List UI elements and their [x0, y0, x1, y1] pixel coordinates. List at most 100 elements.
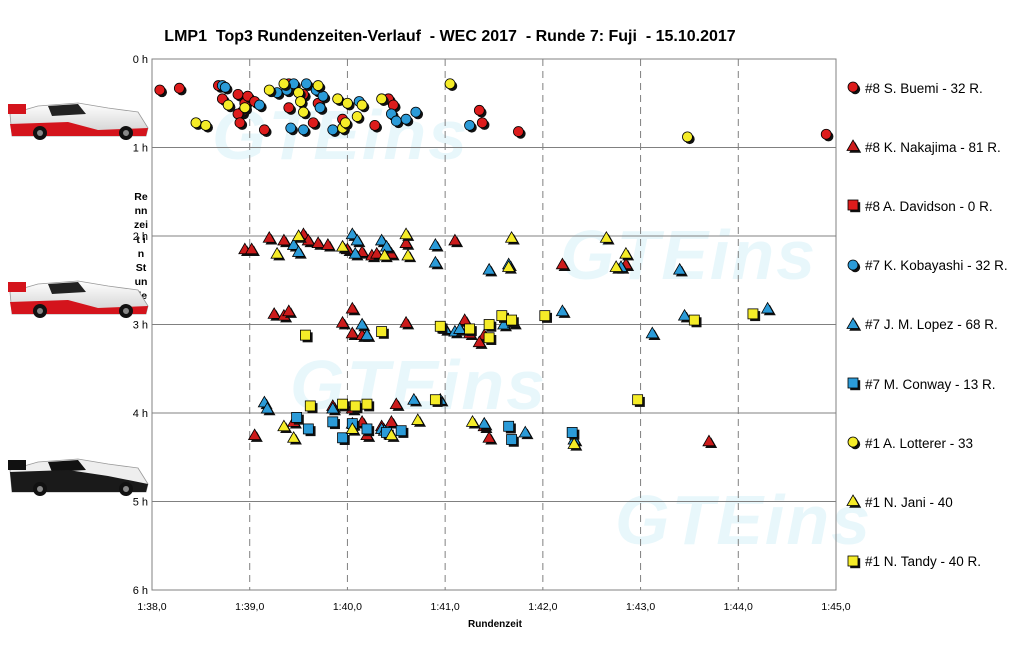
- marker-shape: [847, 377, 859, 389]
- data-point: [349, 400, 363, 414]
- data-point: [747, 308, 761, 322]
- y-axis-label: Rennzeit in Stunden: [134, 191, 149, 317]
- legend-marker-shape: [847, 81, 861, 95]
- data-point: [472, 335, 488, 349]
- legend-item: #8 K. Nakajima - 81 R.: [846, 137, 1001, 157]
- marker-shape: [293, 87, 304, 99]
- marker-shape: [345, 326, 360, 339]
- data-point: [173, 82, 187, 96]
- marker-shape: [374, 233, 389, 246]
- marker-shape: [477, 416, 491, 429]
- data-point: [345, 301, 361, 316]
- data-point: [345, 422, 361, 436]
- data-point: [619, 246, 635, 261]
- legend-marker-shape: [846, 139, 862, 153]
- marker-shape: [399, 236, 413, 248]
- legend-item: #7 M. Conway - 13 R.: [846, 374, 996, 394]
- marker-shape: [314, 102, 326, 114]
- legend-marker-shape: [846, 316, 862, 331]
- marker-shape: [278, 78, 290, 90]
- marker-shape: [348, 246, 362, 259]
- data-point: [335, 315, 351, 330]
- marker-shape: [434, 320, 446, 332]
- legend-marker: [846, 494, 862, 509]
- marker-shape: [457, 313, 472, 325]
- y-tick-label: 0 h: [133, 54, 148, 66]
- data-point: [428, 238, 444, 252]
- data-point: [314, 102, 328, 115]
- data-point: [702, 434, 718, 449]
- marker-shape: [483, 319, 495, 330]
- data-point: [555, 257, 571, 272]
- marker-shape: [291, 412, 303, 423]
- data-point: [219, 81, 233, 95]
- data-point: [503, 420, 516, 434]
- marker-shape: [847, 199, 859, 211]
- data-point: [473, 104, 487, 118]
- data-point: [428, 255, 444, 270]
- marker-shape: [326, 401, 340, 414]
- marker-shape: [356, 99, 368, 111]
- y-tick-label: 6 h: [133, 585, 148, 597]
- marker-shape: [200, 119, 212, 131]
- data-point: [302, 423, 316, 437]
- marker-shape: [312, 80, 324, 91]
- legend-item: #1 N. Jani - 40: [846, 492, 953, 512]
- marker-shape: [351, 111, 363, 122]
- data-point: [384, 428, 400, 442]
- marker-shape: [503, 420, 515, 432]
- marker-shape: [496, 310, 508, 322]
- marker-shape: [285, 122, 297, 134]
- legend-label: #1 A. Lotterer - 33: [865, 435, 974, 451]
- data-point: [298, 124, 311, 137]
- marker-shape: [239, 102, 251, 114]
- marker-shape: [258, 124, 270, 136]
- data-point: [350, 233, 366, 248]
- marker-shape: [335, 239, 350, 252]
- marker-shape: [846, 139, 860, 152]
- marker-shape: [513, 126, 524, 137]
- legend-item: #7 J. M. Lopez - 68 R.: [846, 315, 998, 335]
- marker-shape: [688, 314, 700, 326]
- legend-item: #8 A. Davidson - 0 R.: [846, 196, 993, 216]
- x-tick-label: 1:38,0: [137, 601, 166, 613]
- marker-shape: [820, 128, 832, 140]
- data-point: [400, 113, 414, 127]
- marker-shape: [465, 415, 480, 427]
- marker-shape: [342, 97, 353, 109]
- data-point: [567, 437, 583, 451]
- marker-shape: [291, 229, 306, 241]
- data-point: [355, 317, 371, 332]
- marker-shape: [295, 96, 306, 107]
- data-point: [566, 427, 580, 440]
- marker-shape: [234, 117, 246, 129]
- marker-shape: [482, 430, 496, 443]
- marker-shape: [429, 394, 441, 406]
- marker-shape: [376, 326, 388, 337]
- data-point: [262, 230, 278, 245]
- marker-shape: [747, 308, 759, 320]
- data-point: [555, 304, 571, 318]
- marker-shape: [444, 78, 456, 90]
- legend-marker: [847, 555, 861, 568]
- marker-shape: [702, 434, 716, 447]
- marker-shape: [387, 99, 399, 111]
- legend-marker: [846, 316, 862, 331]
- data-point: [399, 315, 415, 330]
- marker-shape: [389, 397, 403, 410]
- legend-marker-shape: [847, 377, 861, 391]
- marker-shape: [262, 230, 276, 243]
- marker-shape: [464, 119, 475, 131]
- marker-shape: [448, 233, 462, 246]
- marker-shape: [321, 238, 335, 250]
- marker-shape: [472, 335, 487, 348]
- marker-shape: [260, 401, 274, 414]
- marker-shape: [619, 246, 633, 259]
- data-point: [377, 248, 393, 263]
- legend-marker: [846, 139, 862, 153]
- legend-marker-shape: [847, 555, 861, 568]
- series-0: [154, 78, 834, 142]
- data-point: [277, 233, 293, 248]
- legend-label: #1 N. Tandy - 40 R.: [865, 554, 982, 570]
- data-point: [682, 131, 695, 145]
